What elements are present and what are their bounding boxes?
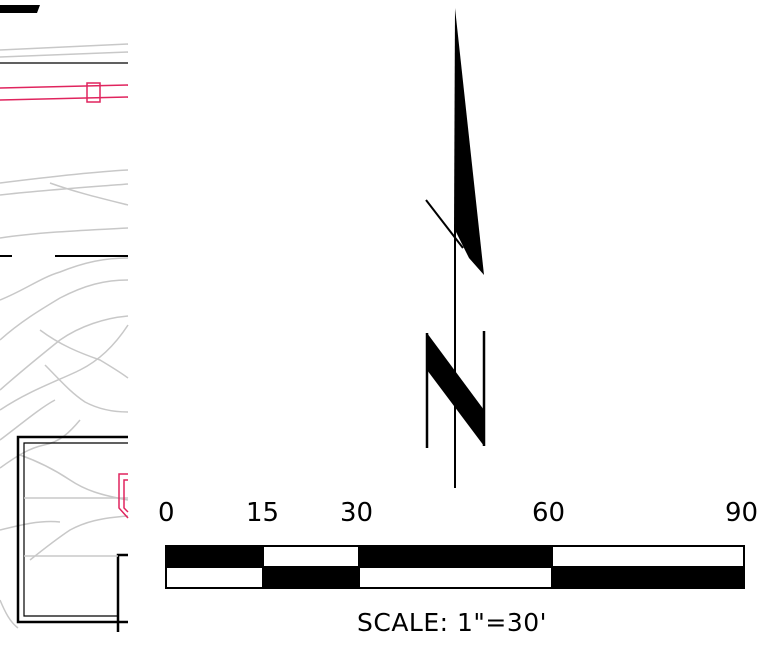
scale-segment	[359, 546, 552, 567]
scale-bar	[165, 545, 745, 589]
north-arrow-blade	[454, 8, 484, 275]
corner-mark	[0, 5, 40, 13]
scale-segment	[263, 567, 359, 588]
contour-lines	[0, 169, 129, 629]
scale-caption: SCALE: 1"=30'	[357, 608, 548, 637]
scale-tick-label: 0	[158, 498, 175, 528]
north-arrow-diagonal	[425, 199, 464, 249]
road-edge-lines	[0, 43, 129, 58]
scale-tick-label: 30	[340, 498, 374, 528]
north-arrow: N	[425, 8, 486, 488]
scale-tick-label: 60	[532, 498, 566, 528]
scale-bar-dividers	[166, 545, 744, 589]
site-plan-fragment	[0, 5, 129, 632]
scale-tick-label: 15	[246, 498, 280, 528]
property-line	[0, 82, 129, 103]
scale-tick-label: 90	[725, 498, 759, 528]
building-rows	[24, 497, 128, 557]
property-marker	[118, 473, 129, 519]
north-arrow-letter	[425, 331, 486, 448]
scale-segment	[166, 546, 263, 567]
scale-bar-segments	[166, 546, 744, 588]
scale-segment	[552, 567, 744, 588]
building-outline	[16, 435, 128, 632]
